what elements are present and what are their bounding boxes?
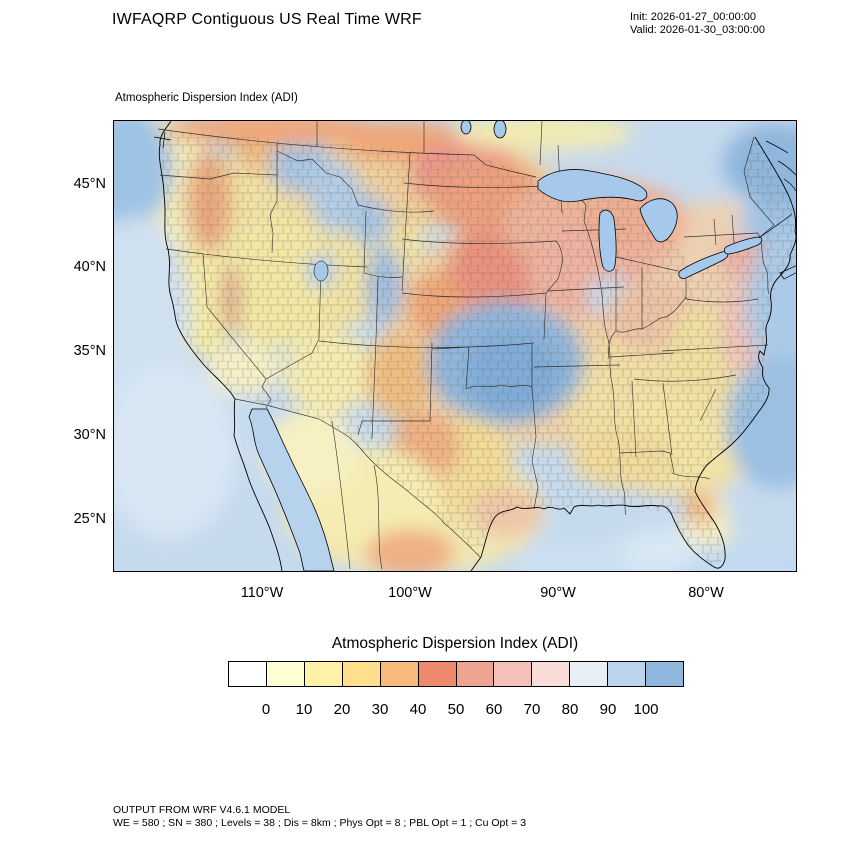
lake-erie	[678, 251, 729, 279]
footer-config-line: WE = 580 ; SN = 380 ; Levels = 38 ; Dis …	[113, 817, 527, 829]
colorbar-tick-label: 10	[295, 701, 313, 718]
long-island	[779, 265, 796, 280]
colorbar-tick-label: 90	[599, 701, 617, 718]
lake-huron	[639, 198, 678, 243]
lon-tick-label: 100°W	[388, 585, 432, 601]
lat-tick-label: 30°N	[73, 427, 106, 443]
colorbar-tick-label: 20	[333, 701, 351, 718]
puget-sound	[153, 131, 172, 149]
colorbar-cell	[607, 661, 647, 687]
colorbar-cell	[303, 661, 343, 687]
great-lakes	[313, 121, 763, 282]
colorbar-cell	[265, 661, 305, 687]
colorbar-tick-label: 50	[447, 701, 465, 718]
lake-michigan	[598, 209, 617, 272]
colorbar-cell	[341, 661, 381, 687]
lon-tick-label: 110°W	[240, 585, 284, 601]
colorbar-tick-label: 80	[561, 701, 579, 718]
colorbar-tick-label: 60	[485, 701, 503, 718]
model-run-times: Init: 2026-01-27_00:00:00 Valid: 2026-01…	[630, 11, 765, 37]
colorbar-cell	[531, 661, 571, 687]
colorbar-cell	[417, 661, 457, 687]
lat-tick-label: 40°N	[73, 259, 106, 275]
colorbar-cell	[645, 661, 685, 687]
map-subtitle: Atmospheric Dispersion Index (ADI)	[115, 92, 298, 104]
colorbar-cell	[493, 661, 533, 687]
st-lawrence-river	[758, 213, 793, 239]
lat-tick-label: 45°N	[73, 176, 106, 192]
gulf-atlantic-coast	[470, 136, 796, 571]
pacific-coast	[158, 121, 283, 571]
colorbar-tick-label: 30	[371, 701, 389, 718]
lake-ontario	[723, 236, 763, 255]
footer-model-line: OUTPUT FROM WRF V4.6.1 MODEL	[113, 804, 291, 816]
colorbar	[228, 661, 685, 687]
colorbar-tick-label: 0	[261, 701, 271, 718]
adi-field-blob	[114, 363, 237, 539]
colorbar-cell	[569, 661, 609, 687]
init-time: Init: 2026-01-27_00:00:00	[630, 11, 756, 23]
lat-tick-label: 25°N	[73, 511, 106, 527]
lat-tick-label: 35°N	[73, 343, 106, 359]
page-title: IWFAQRP Contiguous US Real Time WRF	[112, 11, 422, 28]
great-salt-lake	[313, 260, 329, 282]
adi-map	[114, 121, 796, 571]
colorbar-cell	[379, 661, 419, 687]
colorbar-cell	[228, 661, 267, 687]
canada-lake	[460, 121, 472, 135]
adi-field-blob	[621, 529, 697, 571]
state-borders	[157, 121, 775, 570]
gulf-of-california	[248, 408, 335, 571]
map-canvas	[113, 120, 797, 572]
model-footer: OUTPUT FROM WRF V4.6.1 MODEL WE = 580 ; …	[113, 804, 526, 830]
adi-field-blob	[114, 121, 172, 227]
colorbar-tick-label: 70	[523, 701, 541, 718]
adi-field-blob	[366, 529, 454, 571]
lon-tick-label: 90°W	[540, 585, 576, 601]
legend-title: Atmospheric Dispersion Index (ADI)	[331, 635, 579, 652]
maritimes-coast	[765, 140, 796, 192]
coastlines	[153, 121, 796, 571]
valid-time: Valid: 2026-01-30_03:00:00	[630, 24, 765, 36]
colorbar-tick-label: 40	[409, 701, 427, 718]
colorbar-cell	[455, 661, 495, 687]
lon-tick-label: 80°W	[688, 585, 724, 601]
lake-superior	[537, 169, 648, 203]
canada-lake	[493, 121, 507, 139]
colorbar-tick-label: 100	[633, 701, 659, 718]
